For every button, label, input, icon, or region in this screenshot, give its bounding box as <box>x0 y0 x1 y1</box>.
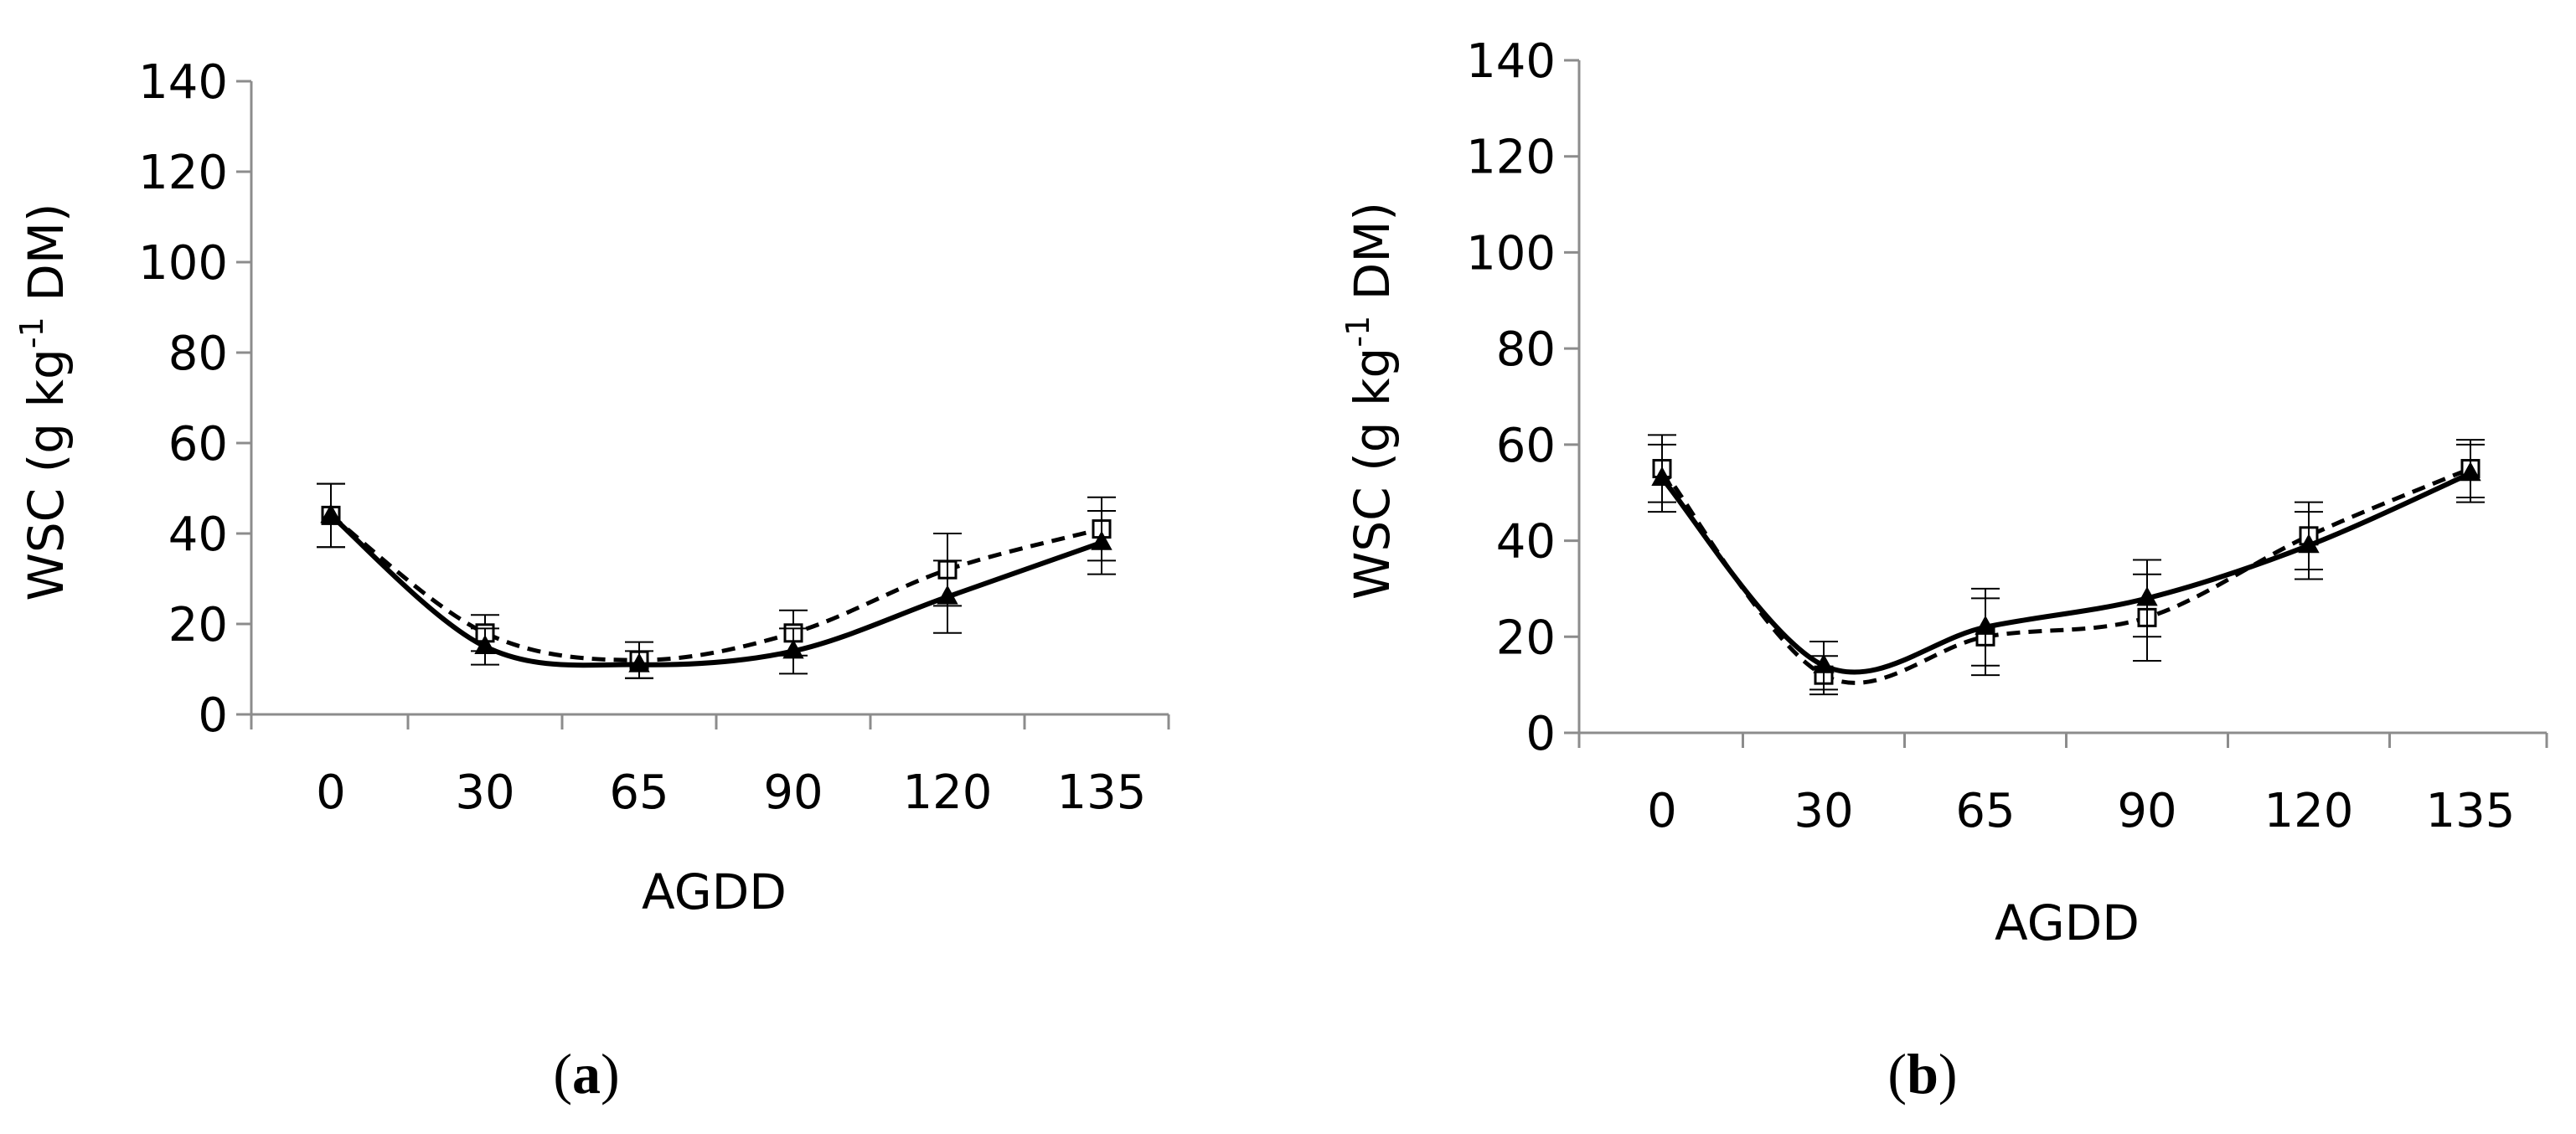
y-axis-label-tail: DM) <box>18 203 75 317</box>
data-point-triangle <box>1975 615 1996 635</box>
series-line <box>329 513 1102 662</box>
y-tick-label: 80 <box>168 327 228 381</box>
data-point-triangle <box>2460 461 2481 482</box>
y-axis-label: WSC (g kg-1 DM) <box>13 203 75 601</box>
data-point-triangle <box>2136 586 2158 606</box>
data-point-triangle <box>2298 533 2320 554</box>
panel-caption: (a) <box>553 1042 619 1106</box>
x-tick-label: 65 <box>609 765 669 820</box>
data-point-triangle <box>474 634 496 654</box>
x-tick-label: 65 <box>1955 784 2015 838</box>
caption-letter: a <box>572 1042 601 1106</box>
y-axis-label-main: WSC (g kg <box>18 348 75 601</box>
y-tick-label: 140 <box>138 55 228 110</box>
y-tick-label: 120 <box>138 146 228 200</box>
y-axis-label-tail: DM) <box>1344 202 1401 316</box>
series-open-square-dashed <box>1648 434 2485 696</box>
data-point-triangle <box>320 503 342 523</box>
caption-letter: b <box>1907 1042 1938 1106</box>
x-tick-label: 120 <box>2264 784 2354 838</box>
caption-open-paren: ( <box>553 1042 572 1106</box>
data-point-triangle <box>1651 466 1673 487</box>
caption-close-paren: ) <box>1938 1042 1958 1106</box>
series-line <box>1660 466 2471 685</box>
chart-panel-b: 0 20 40 60 80 100 120 140 0 30 65 90 120 135 AGDD WSC (… <box>1340 34 2548 1106</box>
x-tick-label: 30 <box>455 765 514 820</box>
x-tick-label: 135 <box>2426 784 2516 838</box>
y-axis-label-main: WSC (g kg <box>1344 348 1401 600</box>
chart-panel-a: 0 20 40 60 80 100 120 140 0 30 65 90 120 135 AGDD WSC (… <box>13 55 1170 1106</box>
x-tick-label: 90 <box>763 765 823 820</box>
y-tick-label: 0 <box>1525 707 1556 761</box>
data-point-triangle <box>1813 653 1835 673</box>
y-tick-label: 60 <box>168 417 228 472</box>
data-point-triangle <box>782 639 804 659</box>
caption-open-paren: ( <box>1887 1042 1907 1106</box>
x-tick-label: 90 <box>2117 784 2176 838</box>
panel-caption: (b) <box>1887 1042 1957 1106</box>
x-tick-label: 0 <box>1647 784 1677 838</box>
y-tick-label: 120 <box>1466 131 1556 185</box>
y-tick-label: 0 <box>198 688 228 743</box>
y-tick-label: 100 <box>138 236 228 291</box>
x-tick-label: 0 <box>316 765 346 820</box>
y-axis-label: WSC (g kg-1 DM) <box>1340 202 1401 600</box>
series-line <box>1660 471 2472 675</box>
series-filled-triangle-solid <box>317 482 1116 679</box>
y-axis-label-superscript: -1 <box>1340 316 1376 348</box>
y-tick-label: 40 <box>168 508 228 562</box>
x-axis-label: AGDD <box>642 863 787 920</box>
data-point-triangle <box>628 652 650 673</box>
y-tick-label: 140 <box>1466 34 1556 89</box>
y-tick-label: 40 <box>1496 515 1556 570</box>
x-axis-label: AGDD <box>1995 894 2140 951</box>
series-line <box>329 513 1102 668</box>
caption-close-paren: ) <box>601 1042 620 1106</box>
y-tick-label: 80 <box>1496 322 1556 377</box>
y-tick-label: 20 <box>1496 611 1556 665</box>
y-tick-label: 100 <box>1466 226 1556 281</box>
data-point-triangle <box>1091 530 1112 550</box>
y-tick-label: 60 <box>1496 419 1556 473</box>
data-point-triangle <box>937 585 958 605</box>
x-tick-label: 120 <box>903 765 993 820</box>
y-tick-label: 20 <box>168 598 228 652</box>
x-tick-label: 135 <box>1057 765 1147 820</box>
x-tick-label: 30 <box>1794 784 1853 838</box>
y-axis-label-superscript: -1 <box>13 317 50 348</box>
series-filled-triangle-solid <box>1648 443 2485 691</box>
